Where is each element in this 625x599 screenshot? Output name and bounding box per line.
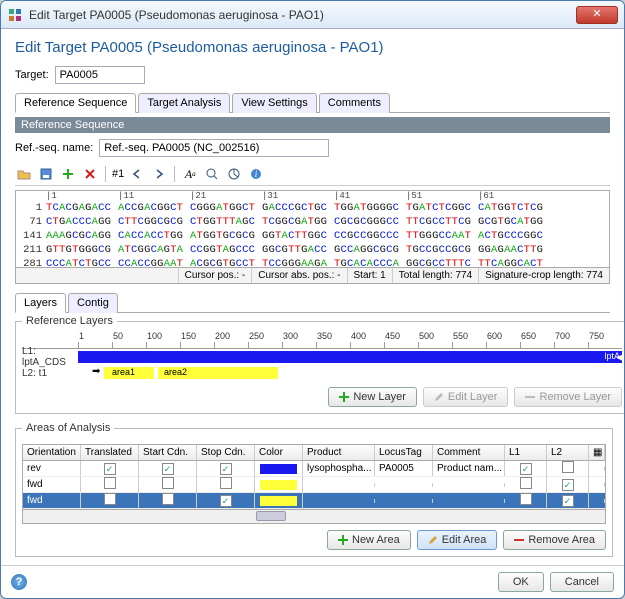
- dialog-footer: ? OK Cancel: [1, 565, 624, 598]
- save-icon[interactable]: [37, 165, 55, 183]
- titlebar[interactable]: Edit Target PA0005 (Pseudomonas aerugino…: [1, 1, 624, 29]
- layer-1-label: L1: lptA_CDS: [22, 346, 78, 368]
- ok-button[interactable]: OK: [498, 572, 544, 592]
- sub-tabs: Layers Contig: [15, 292, 610, 313]
- prev-icon[interactable]: [128, 165, 146, 183]
- sequence-row: 211GTTGTGGGCGATCGGCAGTACCGGTAGCCCGGCGTTG…: [16, 243, 609, 257]
- sequence-row: 71CTGACCCAGGCTTCGGCGCGCTGGTTTAGCTCGGCGAT…: [16, 215, 609, 229]
- cancel-button[interactable]: Cancel: [550, 572, 614, 592]
- new-area-button[interactable]: New Area: [327, 530, 411, 550]
- total-length: Total length: 774: [392, 268, 478, 283]
- areas-of-analysis: Areas of Analysis Orientation Translated…: [15, 422, 613, 557]
- sequence-row: 281CCCATCTGCCCCACCGGAATACGCGTGCCTTCCGGGA…: [16, 257, 609, 268]
- info-icon[interactable]: i: [247, 165, 265, 183]
- remove-area-button[interactable]: Remove Area: [503, 530, 606, 550]
- window-title: Edit Target PA0005 (Pseudomonas aerugino…: [29, 8, 576, 22]
- main-tabs: Reference Sequence Target Analysis View …: [15, 92, 610, 113]
- new-layer-button[interactable]: New Layer: [328, 387, 417, 407]
- close-button[interactable]: ✕: [576, 6, 618, 24]
- signature-length: Signature-crop length: 774: [478, 268, 609, 283]
- help-icon[interactable]: ?: [11, 574, 27, 590]
- refseq-name-label: Ref.-seq. name:: [15, 142, 93, 154]
- edit-layer-button[interactable]: Edit Layer: [423, 387, 509, 407]
- table-scrollbar[interactable]: [22, 510, 606, 524]
- dialog-window: Edit Target PA0005 (Pseudomonas aerugino…: [0, 0, 625, 599]
- table-header: Orientation Translated Start Cdn. Stop C…: [23, 445, 605, 461]
- edit-area-button[interactable]: Edit Area: [417, 530, 498, 550]
- cursor-abs-pos: Cursor abs. pos.: -: [251, 268, 346, 283]
- sequence-counter: #1: [112, 168, 124, 180]
- font-icon[interactable]: Aa: [181, 165, 199, 183]
- add-icon[interactable]: [59, 165, 77, 183]
- tab-reference-sequence[interactable]: Reference Sequence: [15, 93, 136, 113]
- tab-view-settings[interactable]: View Settings: [232, 93, 316, 113]
- tab-contig[interactable]: Contig: [68, 293, 118, 313]
- table-row[interactable]: fwd✓✓: [23, 493, 605, 509]
- reference-layers: Reference Layers 15010015020025030035040…: [15, 315, 624, 414]
- page-title: Edit Target PA0005 (Pseudomonas aerugino…: [15, 39, 610, 56]
- tab-layers[interactable]: Layers: [15, 293, 66, 313]
- areas-table: Orientation Translated Start Cdn. Stop C…: [22, 444, 606, 510]
- layer-ruler: 1501001502002503003504004505005506006507…: [22, 333, 622, 349]
- layer-1-track[interactable]: lptA ◀: [78, 351, 622, 363]
- zoom-icon[interactable]: [203, 165, 221, 183]
- target-input[interactable]: [55, 66, 145, 84]
- tab-comments[interactable]: Comments: [319, 93, 390, 113]
- next-icon[interactable]: [150, 165, 168, 183]
- columns-menu-icon[interactable]: ▦: [589, 445, 605, 460]
- target-label: Target:: [15, 69, 49, 81]
- sequence-viewer[interactable]: |1|11|21|31|41|51|61 1TCACGAGACCACCGACGG…: [15, 190, 610, 268]
- sequence-toolbar: #1 Aa i: [15, 163, 610, 186]
- sequence-row: 1TCACGAGACCACCGACGGCTCGGGATGGCTGACCCGCTG…: [16, 201, 609, 215]
- start-pos: Start: 1: [347, 268, 392, 283]
- app-icon: [7, 7, 23, 23]
- content: Edit Target PA0005 (Pseudomonas aerugino…: [1, 29, 624, 565]
- sequence-row: 141AAAGCGCAGGCACCACCTGGATGGTGCGCGGGTACTT…: [16, 229, 609, 243]
- delete-icon[interactable]: [81, 165, 99, 183]
- sequence-status: Cursor pos.: - Cursor abs. pos.: - Start…: [15, 268, 610, 284]
- stats-icon[interactable]: [225, 165, 243, 183]
- layer-2-label: L2: t1: [22, 368, 78, 379]
- tab-target-analysis[interactable]: Target Analysis: [138, 93, 230, 113]
- refseq-name-input[interactable]: [99, 139, 329, 157]
- cursor-pos: Cursor pos.: -: [178, 268, 252, 283]
- section-header: Reference Sequence: [15, 117, 610, 133]
- sequence-ruler: |1|11|21|31|41|51|61: [16, 191, 609, 201]
- open-icon[interactable]: [15, 165, 33, 183]
- layer-2-track[interactable]: ➡ area1 area2: [78, 367, 622, 379]
- remove-layer-button[interactable]: Remove Layer: [514, 387, 622, 407]
